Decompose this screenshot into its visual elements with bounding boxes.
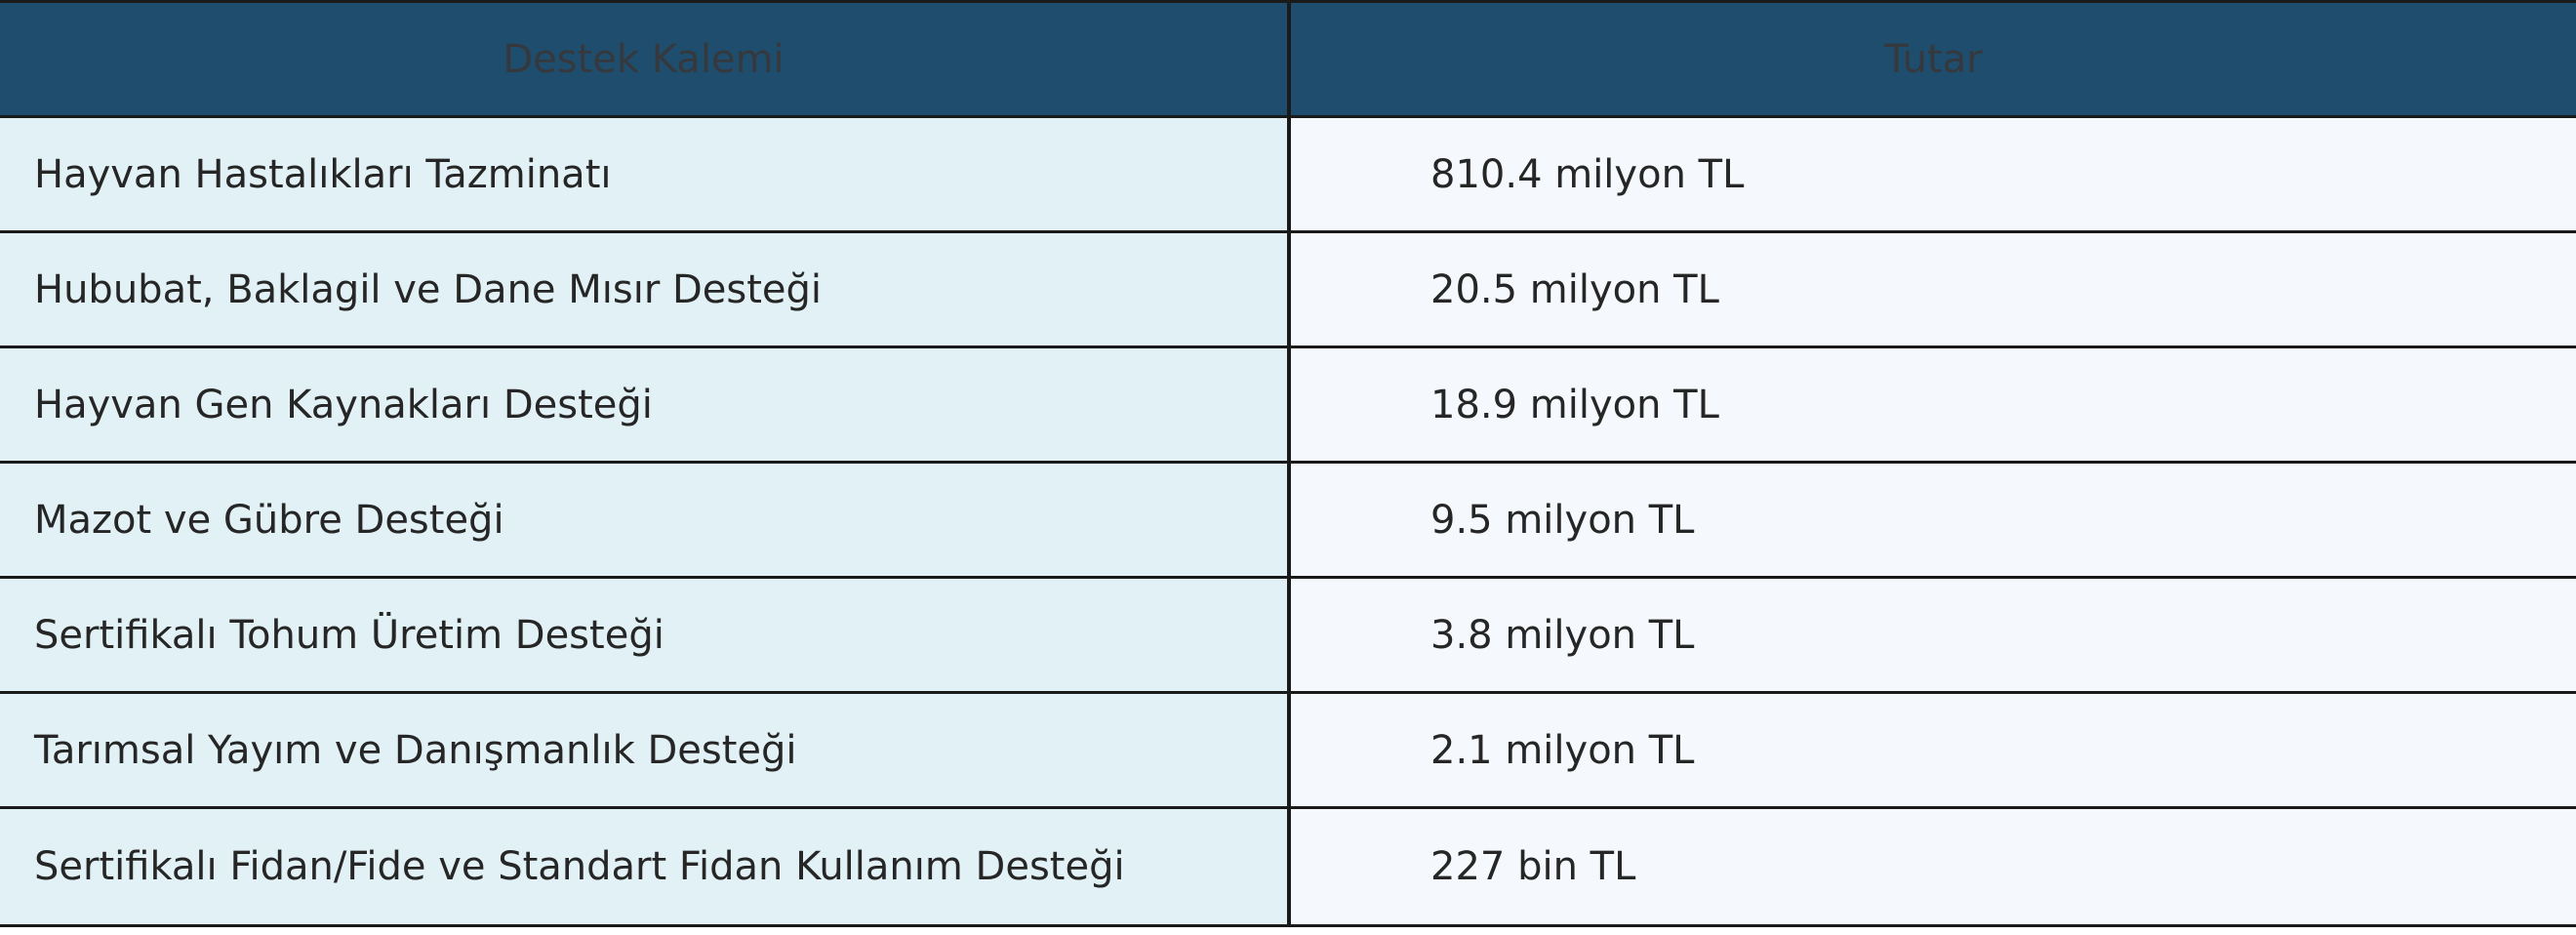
row-amount-value: 20.5 milyon TL: [1291, 233, 2576, 346]
row-amount-value: 9.5 milyon TL: [1291, 464, 2576, 576]
table-row: Hububat, Baklagil ve Dane Mısır Desteği …: [0, 233, 2576, 348]
row-item-label: Tarımsal Yayım ve Danışmanlık Desteği: [0, 694, 1291, 806]
header-destek-kalemi: Destek Kalemi: [0, 3, 1291, 115]
row-item-label: Mazot ve Gübre Desteği: [0, 464, 1291, 576]
table-row: Mazot ve Gübre Desteği 9.5 milyon TL: [0, 464, 2576, 579]
row-item-label: Hayvan Gen Kaynakları Desteği: [0, 348, 1291, 461]
table-row: Sertifikalı Tohum Üretim Desteği 3.8 mil…: [0, 579, 2576, 694]
row-item-label: Hayvan Hastalıkları Tazminatı: [0, 118, 1291, 230]
row-item-label: Hububat, Baklagil ve Dane Mısır Desteği: [0, 233, 1291, 346]
table-header-row: Destek Kalemi Tutar: [0, 3, 2576, 118]
table-row: Tarımsal Yayım ve Danışmanlık Desteği 2.…: [0, 694, 2576, 809]
row-amount-value: 227 bin TL: [1291, 809, 2576, 924]
row-item-label: Sertifikalı Tohum Üretim Desteği: [0, 579, 1291, 691]
row-amount-value: 18.9 milyon TL: [1291, 348, 2576, 461]
header-tutar: Tutar: [1884, 36, 1983, 82]
table-row: Hayvan Hastalıkları Tazminatı 810.4 mily…: [0, 118, 2576, 233]
table-row: Sertifikalı Fidan/Fide ve Standart Fidan…: [0, 809, 2576, 924]
row-item-label: Sertifikalı Fidan/Fide ve Standart Fidan…: [0, 809, 1291, 924]
row-amount-value: 2.1 milyon TL: [1291, 694, 2576, 806]
table-row: Hayvan Gen Kaynakları Desteği 18.9 milyo…: [0, 348, 2576, 464]
row-amount-value: 810.4 milyon TL: [1291, 118, 2576, 230]
row-amount-value: 3.8 milyon TL: [1291, 579, 2576, 691]
